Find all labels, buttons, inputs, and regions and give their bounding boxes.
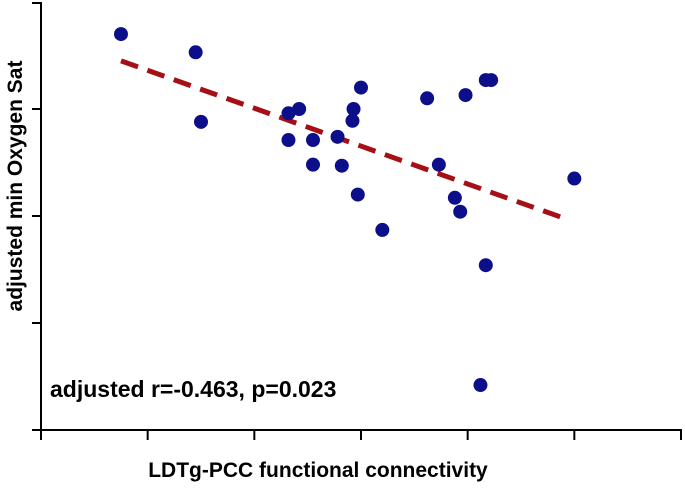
data-point	[306, 133, 320, 148]
data-point	[194, 114, 208, 129]
data-point	[306, 157, 320, 172]
data-point	[453, 204, 468, 219]
data-point	[567, 171, 582, 186]
data-point	[458, 88, 473, 103]
data-point	[281, 106, 296, 121]
stats-annotation: adjusted r=-0.463, p=0.023	[50, 376, 336, 402]
data-points	[114, 27, 582, 393]
data-point	[114, 27, 128, 42]
data-point	[188, 45, 203, 60]
chart-marks	[114, 27, 582, 393]
data-point	[330, 129, 345, 144]
axes	[32, 2, 682, 440]
data-point	[345, 113, 360, 128]
data-point	[420, 91, 435, 106]
data-point	[431, 157, 446, 172]
x-axis-ticks	[40, 430, 682, 440]
data-point	[292, 102, 307, 116]
data-point	[354, 80, 368, 95]
data-point	[281, 133, 296, 148]
data-point	[478, 258, 493, 273]
data-point	[473, 378, 488, 393]
y-axis-ticks	[32, 2, 41, 431]
data-point	[350, 187, 365, 202]
data-point	[334, 158, 349, 173]
y-axis-label: adjusted min Oxygen Sat	[4, 61, 27, 312]
data-point	[484, 73, 499, 88]
data-point	[346, 102, 361, 116]
data-point	[447, 190, 462, 205]
data-point	[375, 222, 390, 237]
x-axis-label: LDTg-PCC functional connectivity	[148, 459, 488, 482]
regression-trendline	[120, 58, 568, 222]
